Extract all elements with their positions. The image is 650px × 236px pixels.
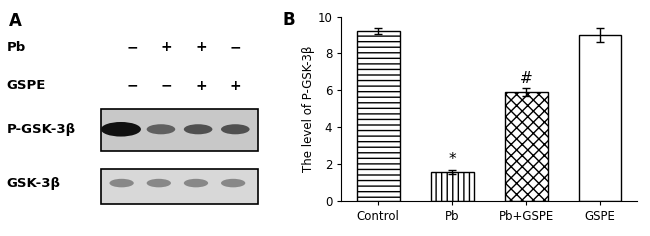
Bar — [101, 169, 258, 204]
Ellipse shape — [109, 179, 134, 187]
Ellipse shape — [221, 179, 245, 187]
Text: Pb: Pb — [6, 41, 26, 54]
Ellipse shape — [147, 124, 176, 134]
Text: *: * — [448, 152, 456, 167]
Ellipse shape — [109, 124, 138, 134]
Text: A: A — [9, 12, 22, 30]
Ellipse shape — [221, 124, 250, 134]
Text: +: + — [161, 40, 172, 55]
Text: +: + — [195, 79, 207, 93]
Ellipse shape — [184, 179, 208, 187]
Text: GSK-3β: GSK-3β — [6, 177, 60, 190]
Text: P-GSK-3β: P-GSK-3β — [6, 123, 75, 136]
Text: GSPE: GSPE — [6, 79, 46, 92]
Text: +: + — [195, 40, 207, 55]
Bar — [431, 172, 474, 201]
Bar — [578, 35, 621, 201]
Text: −: − — [127, 79, 138, 93]
Bar — [504, 92, 547, 201]
Text: −: − — [127, 40, 138, 55]
Text: #: # — [520, 71, 532, 86]
Bar — [101, 109, 258, 151]
Ellipse shape — [147, 179, 171, 187]
Text: B: B — [282, 11, 294, 29]
Text: −: − — [229, 40, 241, 55]
Ellipse shape — [184, 124, 213, 134]
Ellipse shape — [101, 122, 141, 137]
Y-axis label: The level of P-GSK-3β: The level of P-GSK-3β — [302, 45, 315, 172]
Bar — [357, 31, 400, 201]
Text: +: + — [229, 79, 241, 93]
Text: −: − — [161, 79, 172, 93]
